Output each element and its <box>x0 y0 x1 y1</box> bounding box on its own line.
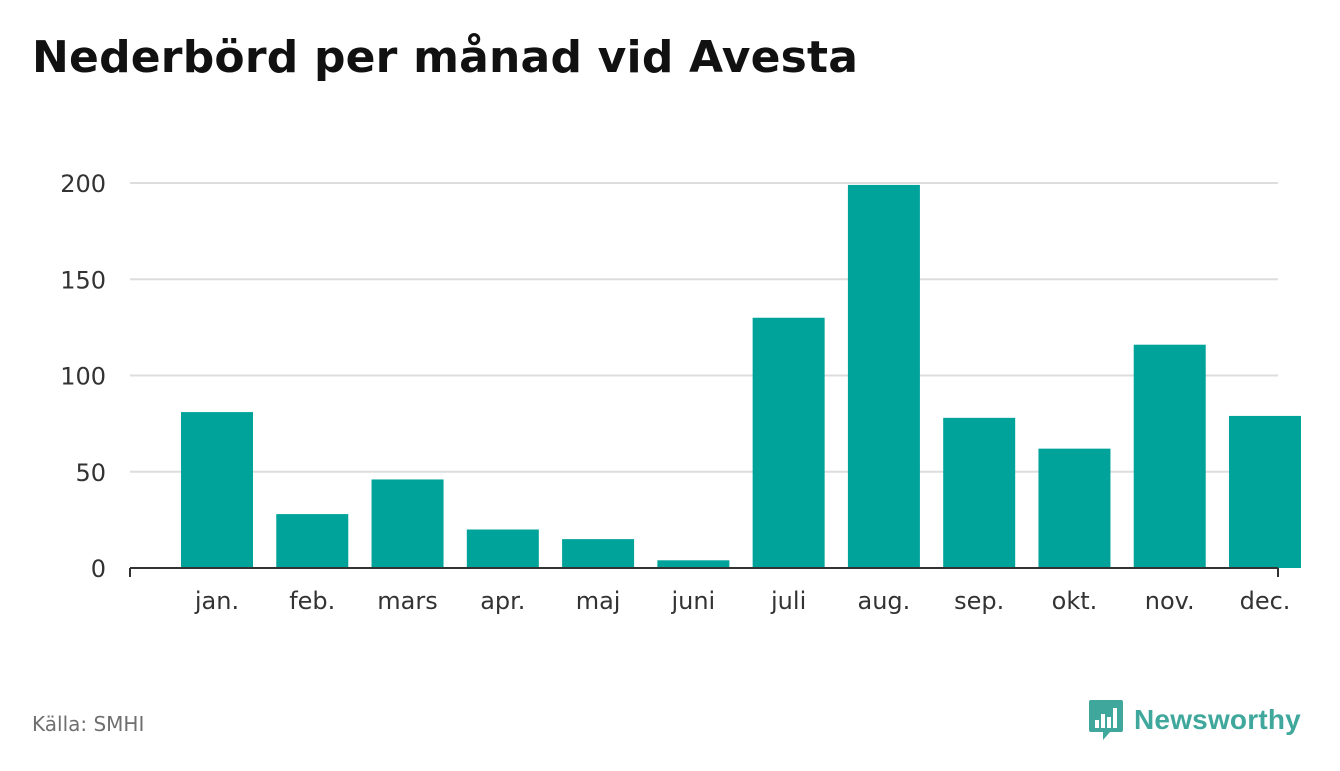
x-tick-label: aug. <box>858 587 911 615</box>
gridlines <box>130 182 1278 473</box>
newsworthy-logo-icon <box>1089 700 1123 740</box>
y-tick-labels: 0 50 100 150 200 <box>60 170 106 583</box>
chart-title: Nederbörd per månad vid Avesta <box>32 32 859 83</box>
bar-1 <box>276 514 349 568</box>
bar-7 <box>847 184 920 569</box>
x-tick-labels: jan. feb. mars apr. maj juni juli aug. sep. okt. n… <box>194 587 1291 615</box>
bar-9 <box>1038 448 1111 568</box>
x-tick-label: okt. <box>1052 587 1098 615</box>
y-tick-label: 100 <box>60 363 106 391</box>
x-tick-label: juli <box>770 587 806 615</box>
bar-3 <box>466 529 539 568</box>
y-tick-label: 150 <box>60 266 106 294</box>
x-tick-label: feb. <box>289 587 335 615</box>
y-tick-label: 0 <box>91 555 106 583</box>
bar-8 <box>943 417 1016 568</box>
brand-name: Newsworthy <box>1134 704 1301 735</box>
x-tick-label: jan. <box>194 587 239 615</box>
bars <box>181 184 1301 569</box>
bar-chart: 0 50 100 150 200 jan. feb. mars apr. maj juni juli… <box>60 170 1301 615</box>
y-tick-label: 200 <box>60 170 106 198</box>
source-note: Källa: SMHI <box>32 712 145 736</box>
bar-4 <box>562 539 635 568</box>
bar-10 <box>1133 344 1206 568</box>
bar-5 <box>657 560 730 568</box>
y-tick-label: 50 <box>75 459 106 487</box>
x-axis <box>129 567 1279 577</box>
x-tick-label: juni <box>670 587 715 615</box>
bar-0 <box>181 412 253 568</box>
bar-2 <box>371 479 444 568</box>
x-tick-label: nov. <box>1145 587 1195 615</box>
x-tick-label: mars <box>377 587 437 615</box>
x-tick-label: apr. <box>480 587 525 615</box>
newsworthy-brand: Newsworthy <box>1088 698 1301 742</box>
bar-11 <box>1229 415 1301 568</box>
x-tick-label: sep. <box>954 587 1004 615</box>
bar-6 <box>752 317 825 568</box>
x-tick-label: dec. <box>1240 587 1291 615</box>
x-tick-label: maj <box>576 587 621 615</box>
